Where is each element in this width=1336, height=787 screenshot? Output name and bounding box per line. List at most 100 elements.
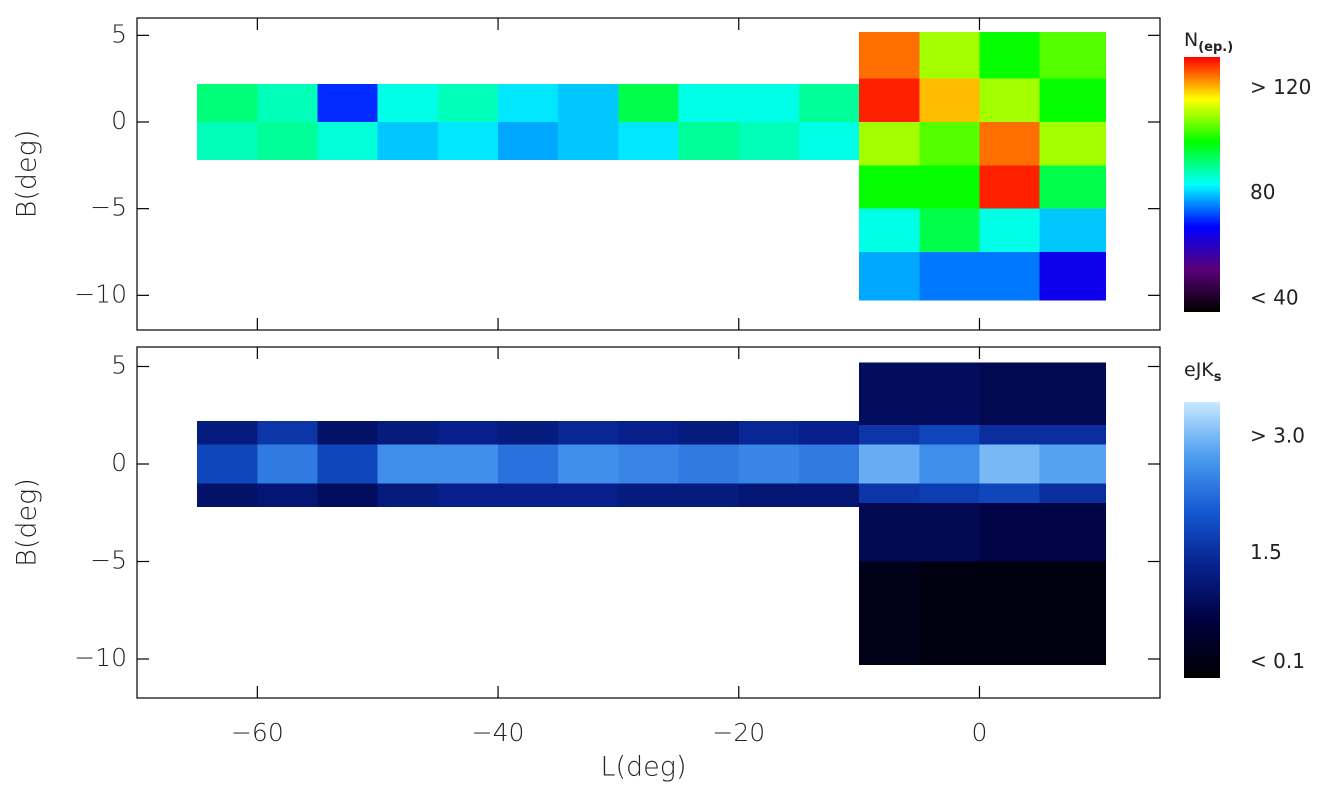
heat-tile xyxy=(859,122,920,166)
heat-tile xyxy=(618,421,679,445)
heat-tile xyxy=(437,444,499,484)
y-tick-label: −5 xyxy=(90,193,127,222)
heat-tile xyxy=(437,421,499,445)
heat-tile xyxy=(437,83,499,122)
heat-tile xyxy=(1039,483,1106,503)
heat-tile xyxy=(678,444,739,484)
heat-tile xyxy=(377,122,438,161)
heat-tile xyxy=(798,83,860,122)
heat-tile xyxy=(498,122,559,161)
heat-tile xyxy=(1039,208,1106,252)
y-tick-label: −10 xyxy=(74,643,127,672)
heat-tile xyxy=(979,165,1040,209)
heat-tile xyxy=(498,83,559,122)
heat-tile xyxy=(678,483,739,507)
heat-tile xyxy=(1039,165,1106,209)
heat-tile xyxy=(919,425,980,445)
heat-tile xyxy=(979,483,1040,503)
heat-tile xyxy=(919,362,980,425)
heat-tile xyxy=(859,31,920,79)
y-tick-label: −5 xyxy=(90,546,127,575)
y-tick-label: 5 xyxy=(111,19,127,48)
heat-tile xyxy=(859,561,920,665)
heat-tile xyxy=(798,122,860,161)
heat-tile xyxy=(859,503,920,562)
heat-tile xyxy=(979,208,1040,252)
heat-tile xyxy=(317,421,378,445)
heat-tile xyxy=(197,122,258,161)
heat-tile xyxy=(1039,561,1106,665)
heat-tile xyxy=(798,483,860,507)
heat-tile xyxy=(618,483,679,507)
heat-tile xyxy=(197,444,258,484)
heat-tile xyxy=(859,444,920,484)
colorbar xyxy=(1184,402,1220,678)
colorbar xyxy=(1184,57,1220,312)
heat-tile xyxy=(317,83,378,122)
heat-tile xyxy=(377,483,438,507)
colorbar-tick-label: 80 xyxy=(1250,180,1275,204)
heat-tile xyxy=(1039,362,1106,425)
heat-tile xyxy=(919,561,980,665)
heat-tile xyxy=(257,483,318,507)
heat-tile xyxy=(1039,78,1106,122)
heat-tile xyxy=(798,421,860,445)
x-tick-label: 0 xyxy=(972,718,988,747)
colorbar-title-main: eJK xyxy=(1184,359,1214,381)
heat-tile xyxy=(919,483,980,503)
heat-tile xyxy=(738,421,799,445)
heat-tile xyxy=(377,444,438,484)
heat-tile xyxy=(919,503,980,562)
heat-tile xyxy=(317,483,378,507)
heat-tile xyxy=(1039,425,1106,445)
heat-tile xyxy=(979,78,1040,122)
colorbar-title-sub: (ep.) xyxy=(1198,40,1233,55)
heat-tile xyxy=(678,421,739,445)
heat-tile xyxy=(558,421,619,445)
heat-tile xyxy=(979,362,1040,425)
heat-tile xyxy=(979,561,1040,665)
plot-frame xyxy=(136,346,1161,699)
colorbar-title: N(ep.) xyxy=(1184,29,1233,55)
plot-frame xyxy=(136,17,1161,331)
heat-tile xyxy=(979,503,1040,562)
heat-tile xyxy=(558,122,619,161)
heat-tile xyxy=(919,252,980,301)
heat-tile xyxy=(317,122,378,161)
heat-tile xyxy=(979,444,1040,484)
heat-tile xyxy=(738,83,799,122)
heat-tile xyxy=(618,444,679,484)
colorbar-title: eJKs xyxy=(1184,359,1222,385)
heat-tile xyxy=(437,122,499,161)
heat-tile xyxy=(1039,122,1106,166)
heat-tile xyxy=(1039,252,1106,301)
heat-tile xyxy=(919,31,980,79)
heat-tile xyxy=(257,444,318,484)
heat-tile xyxy=(1039,31,1106,79)
colorbar-tick-label: < 0.1 xyxy=(1250,649,1305,673)
heat-tile xyxy=(257,122,318,161)
heat-tile xyxy=(859,208,920,252)
heat-tile xyxy=(558,83,619,122)
heat-tile xyxy=(678,122,739,161)
heat-tile xyxy=(919,122,980,166)
heat-tile xyxy=(257,421,318,445)
heat-tile xyxy=(1039,503,1106,562)
heat-tile xyxy=(859,165,920,209)
x-axis-label: L(deg) xyxy=(600,752,686,783)
heat-tile xyxy=(498,483,559,507)
heat-tile xyxy=(859,483,920,503)
heat-tile xyxy=(859,78,920,122)
heat-tile xyxy=(317,444,378,484)
heat-tile xyxy=(979,425,1040,445)
heat-tile xyxy=(798,444,860,484)
heat-tile xyxy=(498,444,559,484)
heat-tile xyxy=(377,421,438,445)
heat-tile xyxy=(859,362,920,425)
y-tick-label: 0 xyxy=(111,448,127,477)
heat-tile xyxy=(437,483,499,507)
colorbar-tick-label: > 120 xyxy=(1250,75,1311,99)
heat-tile xyxy=(919,165,980,209)
heat-tile xyxy=(257,83,318,122)
